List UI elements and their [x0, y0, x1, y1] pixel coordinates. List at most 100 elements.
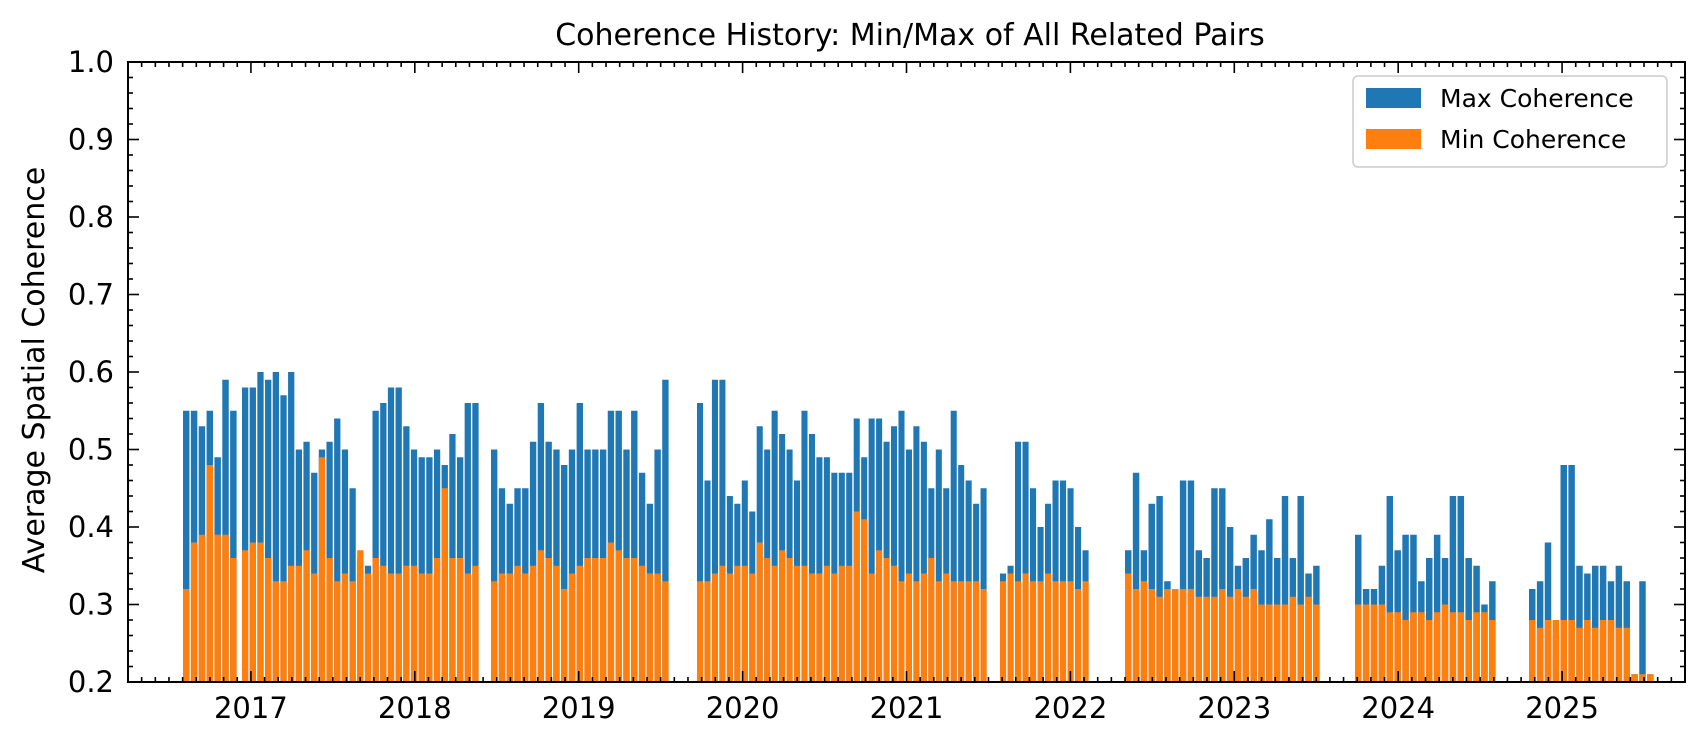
bar-max: [537, 403, 545, 682]
bar-max: [771, 410, 778, 682]
bar-min: [1289, 596, 1297, 682]
bar-max: [913, 426, 920, 682]
bar-min: [357, 550, 364, 682]
bar-min: [433, 558, 441, 682]
bar-max: [1266, 519, 1273, 682]
bar-min: [711, 573, 718, 682]
bar-min: [464, 573, 471, 682]
bar-min: [449, 558, 456, 682]
bar-min: [491, 581, 498, 682]
bar-min: [1544, 620, 1552, 682]
bar-min: [943, 573, 950, 682]
bar-min: [607, 542, 615, 682]
legend-box: [1352, 75, 1668, 168]
bar-max: [341, 449, 349, 682]
bar-max: [1219, 488, 1226, 682]
bar-min: [980, 589, 987, 682]
bar-max: [242, 387, 249, 682]
bar-max: [272, 372, 279, 682]
y-tick-labels: 0.2 0.3 0.4 0.5 0.6 0.7 0.8 0.9 1.0: [68, 45, 114, 699]
bar-max: [387, 387, 395, 682]
bar-min: [1273, 604, 1281, 682]
bar-min: [779, 550, 786, 682]
bar-min: [529, 565, 537, 682]
bar-max: [1386, 496, 1394, 682]
bar-min: [372, 558, 379, 682]
bar-max: [568, 449, 576, 682]
bar-max: [334, 418, 341, 682]
bar-min: [222, 534, 229, 682]
bar-min: [771, 565, 778, 682]
bar-min: [1030, 581, 1037, 682]
bar-min: [576, 565, 583, 682]
bar-min: [456, 558, 464, 682]
bar-min: [418, 573, 425, 682]
bar-max: [257, 372, 264, 682]
bar-min: [1449, 612, 1457, 682]
y-axis-label: Average Spatial Coherence: [17, 167, 52, 573]
bar-max: [801, 410, 808, 682]
y-tick-label: 0.2: [68, 665, 114, 699]
y-tick-label: 0.4: [68, 510, 114, 544]
bar-min: [1203, 596, 1210, 682]
legend-swatch-min: [1366, 129, 1421, 149]
x-tick-label: 2022: [1033, 691, 1107, 725]
bar-max: [1187, 480, 1195, 682]
bar-min: [272, 581, 279, 682]
bar-min: [1226, 596, 1234, 682]
bar-min: [1179, 589, 1187, 682]
bar-min: [311, 573, 318, 682]
bar-max: [183, 410, 190, 682]
bar-max: [491, 449, 498, 682]
bar-min: [920, 573, 927, 682]
bar-min: [1250, 589, 1257, 682]
bar-min: [1426, 620, 1433, 682]
bar-min: [1378, 604, 1386, 682]
bar-min: [1195, 596, 1202, 682]
bar-max: [905, 449, 912, 682]
bar-min: [749, 573, 756, 682]
x-tick-label: 2018: [378, 691, 452, 725]
bar-max: [816, 457, 823, 682]
bar-min: [1631, 674, 1638, 682]
bar-max: [615, 410, 622, 682]
bar-max: [920, 441, 927, 682]
bar-min: [1234, 589, 1242, 682]
x-tick-label: 2017: [214, 691, 288, 725]
bar-min: [249, 542, 256, 682]
bar-min: [861, 519, 868, 682]
bar-min: [1536, 627, 1544, 682]
bar-min: [288, 565, 295, 682]
bar-min: [1473, 612, 1480, 682]
bar-min: [1647, 674, 1654, 682]
bar-min: [756, 542, 763, 682]
bar-min: [1211, 596, 1218, 682]
bar-min: [1615, 627, 1623, 682]
bar-max: [576, 403, 583, 682]
bar-max: [529, 441, 537, 682]
bar-max: [561, 465, 568, 682]
bar-min: [646, 573, 654, 682]
bar-min: [265, 558, 272, 682]
bar-min: [506, 573, 513, 682]
bar-max: [868, 418, 875, 682]
bar-min: [905, 573, 912, 682]
bar-min: [741, 565, 748, 682]
x-tick-label: 2019: [542, 691, 616, 725]
bar-min: [1576, 627, 1583, 682]
bar-min: [426, 573, 433, 682]
bar-min: [1297, 604, 1304, 682]
bar-min: [599, 558, 607, 682]
bar-min: [638, 565, 646, 682]
bar-max: [265, 379, 272, 682]
bar-max: [654, 449, 661, 682]
bar-min: [257, 542, 264, 682]
bar-min: [303, 550, 310, 682]
bar-max: [1179, 480, 1187, 682]
bar-min: [883, 558, 890, 682]
chart-title: Coherence History: Min/Max of All Relate…: [555, 18, 1265, 53]
legend: Max Coherence Min Coherence: [1352, 75, 1668, 168]
bar-min: [553, 565, 560, 682]
bar-min: [1394, 612, 1401, 682]
bar-max: [230, 410, 237, 682]
